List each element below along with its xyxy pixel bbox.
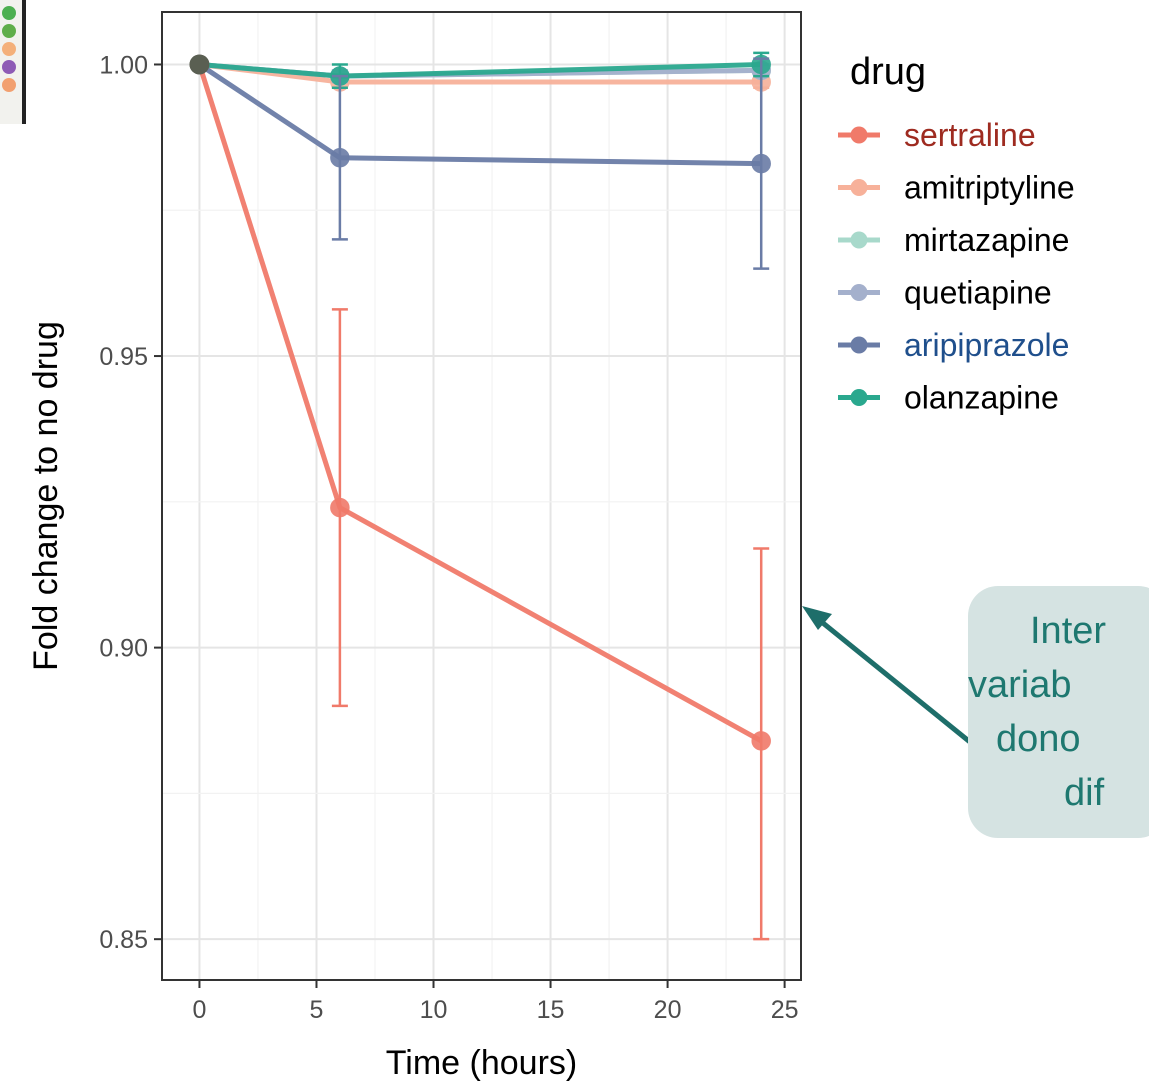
legend-label-olanzapine: olanzapine — [904, 380, 1059, 416]
legend-title: drug — [850, 51, 926, 93]
y-tick-label: 0.95 — [99, 343, 148, 371]
y-axis-title: Fold change to no drug — [27, 321, 65, 671]
thumbnail-dot — [2, 6, 16, 20]
arrow-head — [802, 606, 832, 630]
x-tick-label: 20 — [654, 996, 682, 1024]
data-point — [751, 731, 771, 751]
x-tick-label: 5 — [310, 996, 324, 1024]
series-line — [198, 62, 762, 167]
legend-key-dot — [850, 179, 868, 196]
origin-point — [189, 54, 210, 75]
x-tick-label: 25 — [771, 996, 799, 1024]
callout-box: Inter variab dono dif — [968, 586, 1149, 838]
thumbnail-dot — [2, 78, 16, 92]
legend-key-dot — [850, 336, 868, 354]
legend-label-amitriptyline: amitriptyline — [904, 170, 1075, 206]
x-axis-title: Time (hours) — [386, 1044, 577, 1082]
legend-label-quetiapine: quetiapine — [904, 275, 1052, 311]
y-tick-label: 0.90 — [99, 635, 148, 663]
thumbnail-dot — [2, 42, 16, 56]
thumbnail-dot — [2, 60, 16, 74]
callout-arrow — [802, 606, 972, 744]
callout-text-line: dif — [1064, 772, 1105, 814]
callout-text-line: Inter — [1030, 610, 1107, 652]
legend-label-aripiprazole: aripiprazole — [904, 327, 1069, 363]
data-point — [330, 497, 350, 518]
x-tick-label: 10 — [420, 996, 448, 1024]
grid — [162, 12, 801, 980]
series-aripiprazole — [189, 54, 771, 270]
legend: drug sertraline amitriptyline mirtazapine q… — [838, 51, 1075, 416]
data-point — [751, 153, 771, 174]
legend-key-dot — [850, 126, 868, 144]
series-line — [197, 63, 763, 744]
panel-border — [161, 11, 802, 981]
x-tick-label: 15 — [537, 996, 565, 1024]
thumbnail-dot — [2, 24, 16, 38]
callout-text-line: dono — [996, 718, 1081, 760]
data-point — [330, 148, 350, 168]
series-sertraline — [189, 54, 771, 941]
arrow-shaft — [816, 617, 972, 744]
legend-label-mirtazapine: mirtazapine — [904, 222, 1069, 258]
thumbnail-image — [0, 0, 26, 124]
axes: 0 5 10 15 20 25 0.85 0.90 0.95 1.00 — [99, 51, 798, 1024]
legend-label-sertraline: sertraline — [904, 117, 1036, 153]
series-layer — [189, 51, 771, 941]
x-tick-label: 0 — [192, 996, 206, 1024]
legend-key-dot — [850, 231, 868, 249]
y-tick-label: 1.00 — [99, 51, 148, 79]
legend-key-dot — [850, 284, 868, 301]
callout-text-line: variab — [968, 664, 1072, 706]
y-tick-label: 0.85 — [99, 926, 148, 954]
legend-key-dot — [850, 389, 868, 406]
